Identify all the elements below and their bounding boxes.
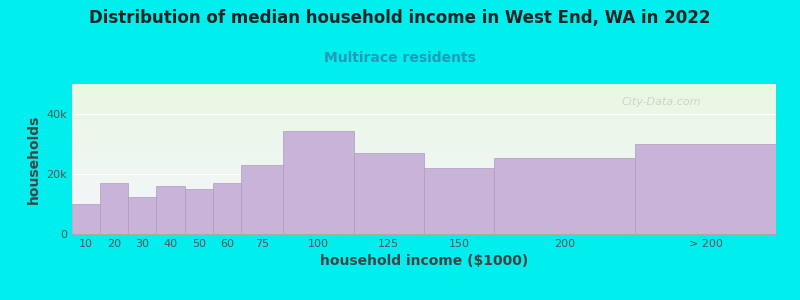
Bar: [185, 189, 213, 234]
Bar: [494, 158, 635, 234]
Bar: [213, 183, 241, 234]
X-axis label: household income ($1000): household income ($1000): [320, 254, 528, 268]
Bar: [354, 153, 424, 234]
Bar: [157, 186, 185, 234]
Y-axis label: households: households: [27, 114, 41, 204]
Bar: [424, 168, 494, 234]
Bar: [283, 130, 354, 234]
Text: City-Data.com: City-Data.com: [621, 97, 701, 107]
Bar: [100, 183, 128, 234]
Bar: [128, 196, 157, 234]
Text: Multirace residents: Multirace residents: [324, 51, 476, 65]
Bar: [72, 204, 100, 234]
Bar: [635, 144, 776, 234]
Text: Distribution of median household income in West End, WA in 2022: Distribution of median household income …: [90, 9, 710, 27]
Bar: [241, 165, 283, 234]
